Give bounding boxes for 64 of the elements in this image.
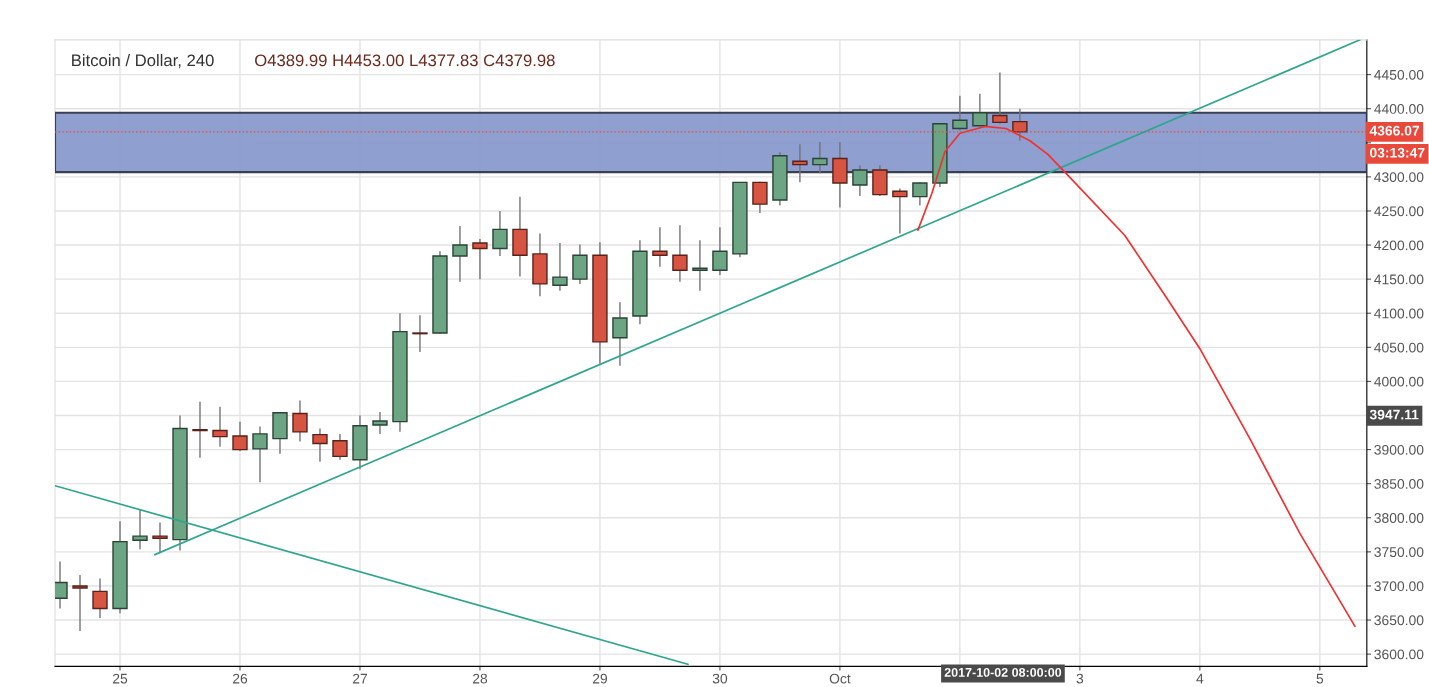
candlestick [752,180,768,214]
x-tick-label: 29 [592,673,608,684]
candlestick [552,242,568,292]
candlestick [1012,108,1028,142]
text: 03:13:47 [1370,147,1425,158]
candlestick [132,508,148,550]
candlestick [972,93,988,127]
y-tick-label: 4450.00 [1374,69,1424,80]
x-tick-label: 26 [232,673,248,684]
x-tick-label: 27 [352,673,367,684]
y-tick-label: 4300.00 [1374,172,1424,183]
y-tick-label: 3800.00 [1374,513,1424,523]
y-tick-label: 3650.00 [1374,615,1424,626]
candlestick [912,181,928,207]
y-tick-label: 4050.00 [1374,342,1424,353]
candlestick [612,301,628,367]
candlestick [72,574,88,632]
x-tick-label: 4 [1196,673,1204,684]
text: Bitcoin / Dollar, 240 [72,54,214,69]
candlestick [452,225,468,283]
y-tick-label: 3700.00 [1374,581,1424,592]
x-tick-label: 30 [712,673,728,684]
candlestick [672,224,688,283]
y-tick-label: 4000.00 [1374,376,1424,387]
y-tick-label: 3600.00 [1374,649,1424,660]
candlestick [492,210,508,257]
candlestick [152,521,168,554]
candlestick [412,314,428,353]
candlestick [92,577,108,619]
candlestick [692,239,708,292]
candlestick [372,411,388,435]
candlestick [952,95,968,132]
y-tick-label: 3850.00 [1374,479,1424,489]
candlestick [472,238,488,280]
y-tick-label: 3750.00 [1374,547,1424,558]
y-tick-label: 3900.00 [1374,444,1424,455]
candlestick [212,405,228,448]
candlestick [292,399,308,443]
y-tick-label: 4400.00 [1374,104,1424,114]
x-tick-label: Oct [829,673,851,684]
candlestick [712,226,728,276]
text: 2017-10-02 08:00:00 [944,667,1062,677]
candlestick [852,164,868,197]
x-tick-label: 28 [472,673,488,684]
candlestick [252,425,268,484]
candlestick [652,226,668,268]
y-tick-label: 4250.00 [1374,206,1424,217]
x-tick-label: 25 [112,673,128,684]
x-tick-label: 3 [1076,673,1084,684]
ref-line-label: 4366.07 [1369,125,1420,136]
candlestick [892,187,908,235]
candlestick [232,420,248,452]
y-tick-label: 4150.00 [1374,274,1424,285]
candlestick [992,71,1008,125]
candlestick [332,433,348,461]
annotation: O4389.99 H4453.00 L4377.83 C4379.98 [255,54,555,67]
candlestick [572,243,588,285]
text: 3947.11 [1369,409,1419,420]
x-tick-label: 5 [1316,673,1324,684]
candlestick [812,141,828,175]
candlestick [312,427,328,463]
candlestick [192,401,208,459]
y-tick-label: 4200.00 [1374,240,1424,251]
y-tick-label: 4100.00 [1374,308,1424,319]
